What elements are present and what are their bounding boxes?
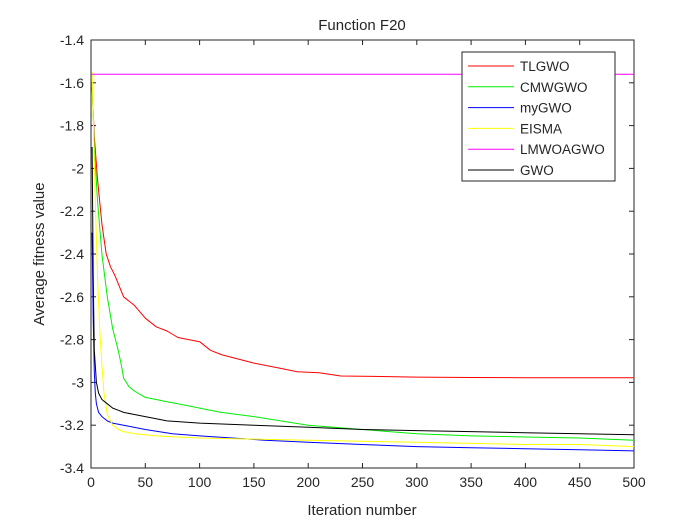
- y-tick-label: -1.4: [60, 32, 84, 48]
- series-line-gwo: [91, 146, 635, 436]
- y-tick-label: -3.2: [60, 417, 84, 433]
- series-lines: [91, 72, 635, 452]
- y-tick-label: -2.6: [60, 289, 84, 305]
- legend-box: [461, 51, 616, 182]
- y-tick-label: -2: [72, 160, 85, 176]
- series-line-cmwgwo: [91, 82, 635, 441]
- x-tick-label: 450: [568, 474, 592, 490]
- x-axis-label: Iteration number: [307, 502, 416, 519]
- legend-label: myGWO: [520, 101, 572, 116]
- x-tick-label: 300: [405, 474, 429, 490]
- y-tick-label: -1.8: [60, 118, 84, 134]
- x-tick-label: 400: [514, 474, 538, 490]
- y-tick-label: -3.4: [60, 460, 84, 476]
- x-tick-label: 250: [351, 474, 375, 490]
- x-tick-label: 350: [459, 474, 483, 490]
- y-tick-label: -2.8: [60, 332, 84, 348]
- legend-label: TLGWO: [520, 59, 570, 74]
- x-tick-label: 500: [622, 474, 646, 490]
- y-tick-label: -2.2: [60, 203, 84, 219]
- axis-ticks: 0 50 100 150 200 250 300 350 400 450 500 -3.4 -3.2 -3…: [60, 32, 646, 490]
- x-tick-label: 50: [138, 474, 154, 490]
- series-line-eisma: [91, 72, 635, 448]
- x-tick-label: 0: [87, 474, 95, 490]
- x-tick-label: 200: [297, 474, 321, 490]
- legend-label: EISMA: [520, 121, 562, 136]
- legend-label: CMWGWO: [520, 80, 587, 95]
- y-tick-label: -1.6: [60, 75, 84, 91]
- y-tick-label: -3: [72, 374, 85, 390]
- y-axis-label: Average fitness value: [31, 182, 48, 325]
- chart-title: Function F20: [318, 17, 406, 34]
- y-tick-label: -2.4: [60, 246, 84, 262]
- legend-label: LMWOAGWO: [520, 142, 605, 157]
- series-line-tlgwo: [91, 87, 634, 379]
- legend-label: GWO: [520, 163, 554, 178]
- series-line-mygwo: [91, 232, 635, 452]
- chart-legend: TLGWO CMWGWO myGWO EISMA LMWOAGWO GWO: [461, 51, 616, 182]
- x-tick-label: 100: [188, 474, 212, 490]
- x-tick-label: 150: [242, 474, 266, 490]
